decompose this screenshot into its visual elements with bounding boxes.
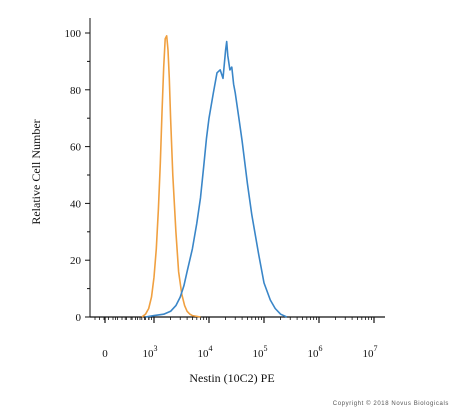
x-tick-exponent: 5 [264,344,268,353]
x-tick-base: 0 [102,348,108,360]
x-tick-label: 105 [253,344,268,360]
histogram-series-1 [141,34,201,318]
x-tick-label: 104 [198,344,213,360]
x-tick-base: 10 [253,348,265,360]
x-tick-label: 106 [308,344,323,360]
x-tick-base: 10 [308,348,320,360]
y-tick-label: 40 [70,198,82,210]
copyright-notice: Copyright © 2018 Novus Biologicals [333,400,449,407]
x-tick-exponent: 7 [374,344,378,353]
histogram-series-2 [145,40,288,318]
series-layer [141,34,288,318]
x-tick-base: 10 [363,348,375,360]
x-axis: 0 103 104 105 106 107 [90,316,385,360]
x-tick-label: 107 [363,344,378,360]
y-tick-label: 100 [65,28,82,40]
y-tick-label: 0 [76,312,82,324]
x-tick-exponent: 4 [209,344,213,353]
y-tick-label: 80 [70,85,82,97]
y-axis: 0 20 40 60 80 100 [65,18,91,324]
x-tick-base: 10 [198,348,210,360]
x-tick-label: 103 [143,344,158,360]
x-axis-title: Nestin (10C2) PE [189,371,274,385]
x-tick-exponent: 3 [154,344,158,353]
x-tick-base: 10 [143,348,155,360]
y-tick-label: 60 [70,142,82,154]
y-tick-label: 20 [70,255,82,267]
x-tick-label: 0 [102,348,108,360]
y-axis-title: Relative Cell Number [29,119,43,224]
x-tick-exponent: 6 [319,344,323,353]
